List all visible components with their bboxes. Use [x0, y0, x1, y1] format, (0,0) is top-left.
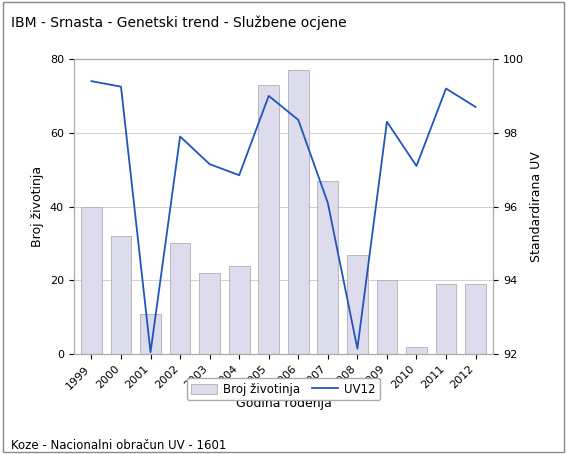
Bar: [81, 207, 102, 354]
Text: Koze - Nacionalni obračun UV - 1601: Koze - Nacionalni obračun UV - 1601: [11, 439, 227, 452]
X-axis label: Godina rođenja: Godina rođenja: [235, 396, 332, 410]
Bar: [318, 181, 338, 354]
Bar: [229, 266, 249, 354]
Bar: [288, 70, 308, 354]
Bar: [347, 255, 368, 354]
Bar: [199, 273, 220, 354]
Bar: [259, 85, 279, 354]
Y-axis label: Standardirana UV: Standardirana UV: [530, 151, 543, 262]
Bar: [435, 284, 456, 354]
Bar: [170, 243, 191, 354]
Bar: [465, 284, 486, 354]
Bar: [376, 280, 397, 354]
Bar: [140, 314, 161, 354]
Y-axis label: Broj životinja: Broj životinja: [31, 166, 44, 247]
Bar: [111, 236, 132, 354]
Bar: [406, 347, 427, 354]
Legend: Broj životinja, UV12: Broj životinja, UV12: [187, 378, 380, 400]
Text: IBM - Srnasta - Genetski trend - Službene ocjene: IBM - Srnasta - Genetski trend - Služben…: [11, 16, 347, 30]
